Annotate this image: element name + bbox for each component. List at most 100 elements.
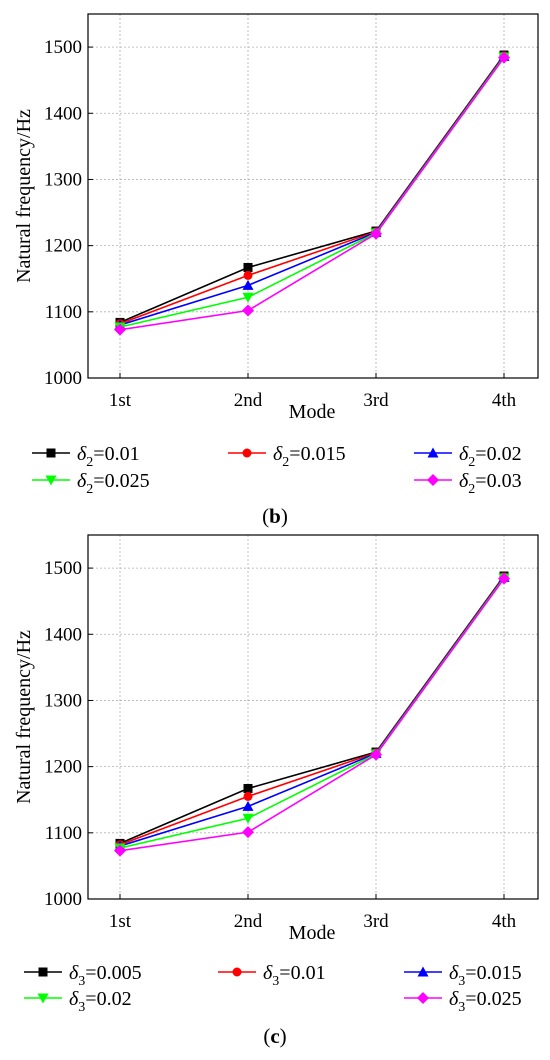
y-tick-label: 1200 bbox=[44, 757, 82, 778]
plot-frame bbox=[87, 534, 539, 900]
data-point-4-0 bbox=[114, 844, 126, 857]
legend-swatch-marker bbox=[45, 475, 57, 486]
series-line-1 bbox=[119, 576, 505, 846]
series-3 bbox=[114, 52, 510, 333]
y-tick-label: 1000 bbox=[44, 889, 82, 910]
series-line-0 bbox=[119, 54, 505, 324]
legend-subscript: 2 bbox=[468, 455, 475, 470]
legend-value: =0.03 bbox=[475, 470, 521, 492]
legend-symbol: δ bbox=[69, 962, 79, 984]
legend-symbol: δ bbox=[449, 962, 459, 984]
legend-item-4: δ3=0.025 bbox=[404, 988, 522, 1015]
series-line-0 bbox=[119, 575, 505, 845]
legend-label: δ2=0.025 bbox=[77, 470, 150, 497]
series-line-1 bbox=[119, 55, 505, 325]
x-tick-label: 1st bbox=[109, 911, 132, 932]
legend-label: δ3=0.025 bbox=[449, 988, 522, 1015]
y-tick-label: 1000 bbox=[44, 368, 82, 389]
plot-frame bbox=[87, 13, 539, 379]
y-tick-label: 1300 bbox=[44, 690, 82, 711]
series-1 bbox=[115, 572, 509, 850]
legend-label: δ3=0.01 bbox=[263, 962, 326, 989]
data-point-0-1 bbox=[243, 262, 253, 272]
x-tick-label: 2nd bbox=[234, 390, 263, 411]
legend-subscript: 2 bbox=[86, 455, 93, 470]
legend-label: δ3=0.015 bbox=[449, 962, 522, 989]
series-0 bbox=[115, 571, 509, 848]
chart-b: 1000 1100 1200 1300 1400 1500 1st 2nd 3rd 4th Mode… bbox=[13, 13, 539, 528]
legend-value: =0.01 bbox=[93, 443, 139, 465]
legend-item-3: δ2=0.025 bbox=[32, 470, 150, 497]
legend-symbol: δ bbox=[77, 470, 87, 492]
data-point-4-0 bbox=[114, 323, 126, 336]
data-point-4-1 bbox=[242, 826, 254, 839]
legend-swatch-marker bbox=[427, 447, 439, 458]
legend-swatch-marker bbox=[38, 967, 48, 977]
legend-item-1: δ3=0.01 bbox=[218, 962, 326, 989]
data-point-4-2 bbox=[370, 748, 382, 761]
legend-value: =0.02 bbox=[475, 443, 521, 465]
data-point-4-2 bbox=[370, 227, 382, 240]
legend-subscript: 3 bbox=[272, 974, 279, 989]
legend-symbol: δ bbox=[449, 988, 459, 1010]
legend-label: δ2=0.015 bbox=[273, 443, 346, 470]
data-point-2-1 bbox=[242, 800, 254, 811]
data-point-2-1 bbox=[242, 279, 254, 290]
legend-label: δ3=0.02 bbox=[69, 988, 132, 1015]
series-2 bbox=[114, 50, 510, 330]
legend-symbol: δ bbox=[459, 470, 469, 492]
legend-label: δ2=0.01 bbox=[77, 443, 140, 470]
legend-value: =0.015 bbox=[289, 443, 345, 465]
y-tick-label: 1400 bbox=[44, 103, 82, 124]
caption-close: ) bbox=[281, 504, 288, 528]
legend-subscript: 3 bbox=[78, 1000, 85, 1015]
x-tick-label: 3rd bbox=[363, 911, 389, 932]
y-tick-label: 1500 bbox=[44, 37, 82, 58]
y-axis-title: Natural frequency/Hz bbox=[13, 109, 35, 283]
legend-item-1: δ2=0.015 bbox=[228, 443, 346, 470]
legend-swatch-marker bbox=[417, 992, 429, 1004]
chart-caption: (c) bbox=[263, 1024, 286, 1048]
legend-subscript: 3 bbox=[458, 1000, 465, 1015]
series-0 bbox=[115, 50, 509, 327]
y-tick-label: 1100 bbox=[45, 823, 82, 844]
legend-subscript: 2 bbox=[86, 482, 93, 497]
data-point-1-1 bbox=[243, 791, 253, 801]
caption-close: ) bbox=[280, 1024, 287, 1048]
data-point-1-1 bbox=[243, 270, 253, 280]
x-axis-title: Mode bbox=[289, 401, 336, 423]
x-tick-label: 3rd bbox=[363, 390, 389, 411]
series-line-3 bbox=[119, 56, 505, 328]
legend-subscript: 3 bbox=[78, 974, 85, 989]
legend-symbol: δ bbox=[459, 443, 469, 465]
series-line-2 bbox=[119, 55, 505, 326]
series-line-3 bbox=[119, 577, 505, 849]
chart-c: 1000 1100 1200 1300 1400 1500 1st 2nd 3rd 4th Mode… bbox=[13, 534, 539, 1048]
series-4 bbox=[114, 572, 510, 857]
legend-swatch-marker bbox=[232, 967, 242, 977]
data-point-4-3 bbox=[498, 51, 510, 64]
legend-symbol: δ bbox=[263, 962, 273, 984]
legend-item-3: δ3=0.02 bbox=[24, 988, 132, 1015]
data-point-4-1 bbox=[242, 304, 254, 317]
y-tick-label: 1500 bbox=[44, 558, 82, 579]
legend-item-0: δ2=0.01 bbox=[32, 443, 140, 470]
legend-label: δ2=0.02 bbox=[459, 443, 522, 470]
series-1 bbox=[115, 51, 509, 329]
legend-label: δ2=0.03 bbox=[459, 470, 522, 497]
x-axis-title: Mode bbox=[289, 922, 336, 944]
y-tick-label: 1400 bbox=[44, 624, 82, 645]
data-point-3-1 bbox=[242, 292, 254, 303]
chart-caption: (b) bbox=[262, 504, 288, 528]
series-line-4 bbox=[119, 578, 505, 852]
legend-value: =0.02 bbox=[85, 988, 131, 1010]
data-point-3-1 bbox=[242, 813, 254, 824]
caption-letter: c bbox=[270, 1024, 279, 1048]
legend-value: =0.025 bbox=[93, 470, 149, 492]
series-3 bbox=[114, 573, 510, 854]
legend-value: =0.015 bbox=[465, 962, 521, 984]
legend-value: =0.025 bbox=[465, 988, 521, 1010]
